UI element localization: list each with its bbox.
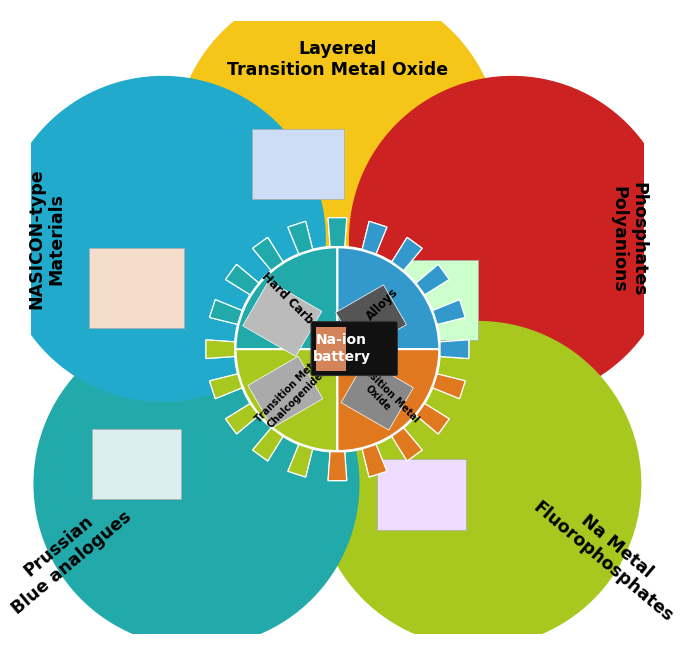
Polygon shape <box>210 299 242 325</box>
Text: Hard Carbon: Hard Carbon <box>258 270 327 338</box>
Polygon shape <box>433 374 465 399</box>
Polygon shape <box>362 221 387 254</box>
Polygon shape <box>288 221 312 254</box>
Polygon shape <box>433 299 465 325</box>
Text: Transition Metal
Chalcogenides: Transition Metal Chalcogenides <box>253 355 332 433</box>
Polygon shape <box>416 404 449 434</box>
Polygon shape <box>416 264 449 295</box>
Wedge shape <box>236 247 338 349</box>
Circle shape <box>316 322 640 646</box>
Circle shape <box>1 77 325 401</box>
Polygon shape <box>253 428 283 461</box>
Text: Phosphates
Polyanions: Phosphates Polyanions <box>609 182 648 296</box>
Polygon shape <box>336 285 406 352</box>
Polygon shape <box>225 264 259 295</box>
Polygon shape <box>210 374 242 399</box>
Polygon shape <box>253 237 283 270</box>
Polygon shape <box>341 360 413 430</box>
Bar <box>316 327 345 371</box>
Text: NASICON-type
Materials: NASICON-type Materials <box>27 169 66 309</box>
Polygon shape <box>362 445 387 477</box>
Text: Prussian
Blue analogues: Prussian Blue analogues <box>0 491 135 617</box>
Text: Layered
Transition Metal Oxide: Layered Transition Metal Oxide <box>227 40 448 79</box>
Polygon shape <box>377 459 466 530</box>
Polygon shape <box>392 237 422 270</box>
Polygon shape <box>440 340 469 358</box>
Wedge shape <box>338 247 439 349</box>
Polygon shape <box>92 429 181 499</box>
Text: Transition Metal
Oxide: Transition Metal Oxide <box>343 355 421 433</box>
Polygon shape <box>225 404 259 434</box>
Text: Alloys: Alloys <box>364 286 401 323</box>
Polygon shape <box>206 340 235 358</box>
Circle shape <box>349 77 674 401</box>
Polygon shape <box>328 452 347 481</box>
Polygon shape <box>89 248 184 328</box>
Text: Na-ion
battery: Na-ion battery <box>312 333 371 364</box>
Polygon shape <box>251 129 344 199</box>
FancyBboxPatch shape <box>311 322 397 375</box>
Polygon shape <box>328 217 347 247</box>
Polygon shape <box>390 260 478 340</box>
Polygon shape <box>242 281 322 356</box>
Circle shape <box>34 322 359 646</box>
Polygon shape <box>206 217 469 481</box>
Circle shape <box>175 0 500 309</box>
Text: Na Metal
Fluorophosphates: Na Metal Fluorophosphates <box>530 483 685 626</box>
Polygon shape <box>248 356 323 428</box>
Wedge shape <box>338 349 439 451</box>
Polygon shape <box>392 428 422 461</box>
Polygon shape <box>288 445 312 477</box>
Wedge shape <box>236 349 338 451</box>
